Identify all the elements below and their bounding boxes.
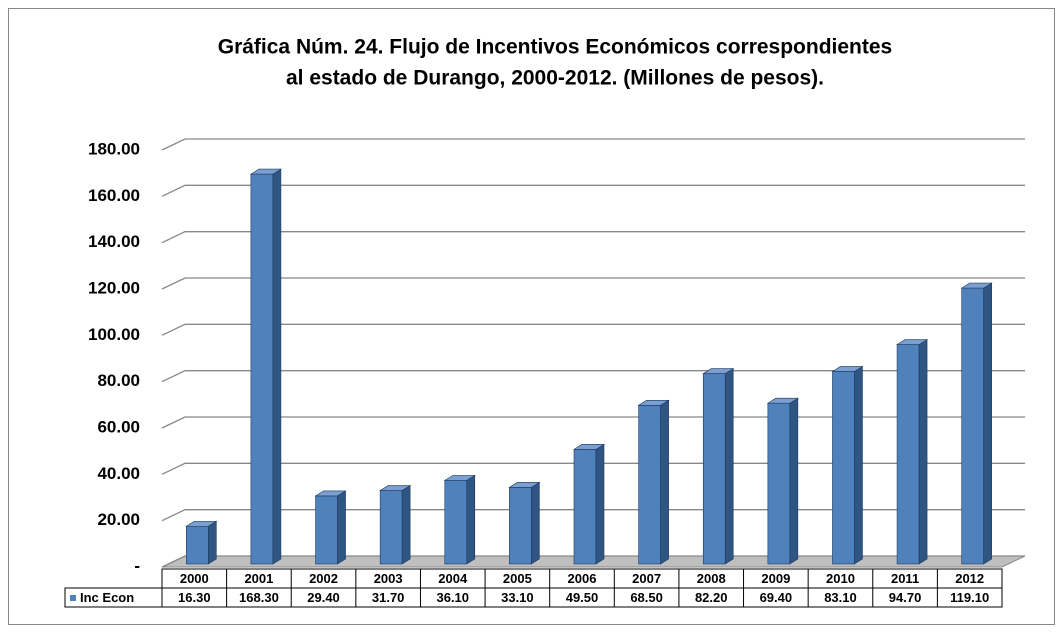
bar <box>315 495 338 565</box>
chart-title: al estado de Durango, 2000-2012. (Millon… <box>286 67 824 90</box>
bar-top <box>637 400 670 406</box>
bar <box>896 344 920 565</box>
x-tick-label: 2000 <box>180 571 209 586</box>
y-tick-label: - <box>134 556 140 575</box>
bar <box>186 525 209 565</box>
grid-line <box>161 462 1025 475</box>
bar-side <box>272 168 282 565</box>
bar-side <box>595 443 605 565</box>
value-label: 168.30 <box>239 590 279 605</box>
value-label: 29.40 <box>307 590 340 605</box>
bar-side <box>918 339 928 565</box>
grid-line <box>161 370 1025 383</box>
bar-top <box>379 485 412 491</box>
bar-top <box>960 282 993 289</box>
bar-side <box>983 282 992 565</box>
bar-side <box>660 399 669 565</box>
legend-label: Inc Econ <box>80 590 134 605</box>
value-label: 119.10 <box>950 590 989 605</box>
value-label: 68.50 <box>630 590 663 605</box>
bar-side <box>337 490 346 565</box>
bar-side <box>854 365 863 565</box>
bar-top <box>443 475 476 481</box>
x-tick-label: 2003 <box>374 571 403 586</box>
bar-side <box>789 397 799 565</box>
grid-line <box>161 509 1025 522</box>
grid-line <box>161 138 1025 151</box>
bar <box>379 490 403 565</box>
x-tick-label: 2002 <box>309 571 338 586</box>
value-label: 69.40 <box>760 590 793 605</box>
bar-side <box>724 368 734 565</box>
grid-line <box>161 277 1025 290</box>
bar <box>573 449 597 565</box>
bar-side <box>208 520 217 565</box>
y-tick-label: 160.00 <box>88 186 140 205</box>
bar <box>509 487 532 565</box>
bar-side <box>466 474 476 565</box>
value-label: 36.10 <box>436 590 469 605</box>
bar-top <box>508 482 541 488</box>
bar-side <box>401 485 411 565</box>
value-label: 83.10 <box>824 590 857 605</box>
x-tick-label: 2008 <box>697 571 726 586</box>
x-tick-label: 2006 <box>568 571 597 586</box>
y-tick-label: 100.00 <box>88 325 140 344</box>
legend-swatch <box>70 595 76 601</box>
bar <box>638 405 661 565</box>
x-tick-label: 2012 <box>955 571 984 586</box>
grid-line <box>161 555 1025 568</box>
value-label: 33.10 <box>501 590 534 605</box>
bar <box>961 287 984 565</box>
y-tick-label: 140.00 <box>88 232 140 251</box>
grid-line <box>161 184 1025 197</box>
x-tick-label: 2009 <box>761 571 790 586</box>
y-tick-label: 20.00 <box>97 510 140 529</box>
bar-top <box>314 490 347 497</box>
chart-title: Gráfica Núm. 24. Flujo de Incentivos Eco… <box>218 36 893 59</box>
bar-top <box>185 520 218 527</box>
x-tick-label: 2011 <box>891 571 919 586</box>
x-tick-label: 2001 <box>244 571 273 586</box>
bar <box>832 371 855 565</box>
bar-top <box>572 444 606 450</box>
value-label: 31.70 <box>372 590 405 605</box>
value-label: 94.70 <box>889 590 922 605</box>
y-tick-label: 120.00 <box>88 278 140 297</box>
bar <box>702 373 726 565</box>
x-tick-label: 2004 <box>438 571 468 586</box>
x-tick-label: 2005 <box>503 571 532 586</box>
y-tick-label: 60.00 <box>97 417 140 436</box>
y-tick-label: 180.00 <box>88 139 140 158</box>
grid-line <box>161 231 1025 244</box>
bar <box>250 173 274 565</box>
bar-top <box>831 366 864 372</box>
bar <box>767 402 791 565</box>
value-label: 49.50 <box>566 590 599 605</box>
bar <box>444 480 468 565</box>
bar-top <box>249 168 282 175</box>
grid-line <box>161 323 1025 336</box>
bar-top <box>896 339 929 345</box>
y-tick-label: 40.00 <box>97 464 140 483</box>
value-label: 16.30 <box>178 590 211 605</box>
bar-side <box>531 481 540 565</box>
x-tick-label: 2007 <box>632 571 661 586</box>
bar-top <box>702 368 735 374</box>
value-label: 82.20 <box>695 590 728 605</box>
y-tick-label: 80.00 <box>97 371 140 390</box>
grid-line <box>161 416 1025 429</box>
x-tick-label: 2010 <box>826 571 855 586</box>
bar-top <box>766 397 799 404</box>
